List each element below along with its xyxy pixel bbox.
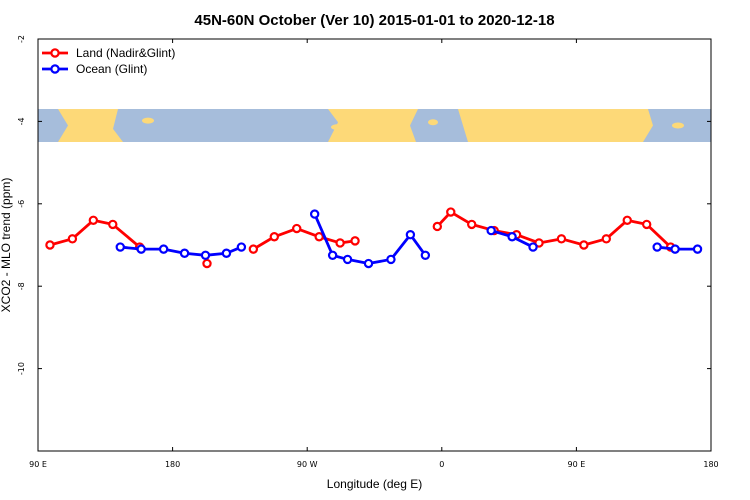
data-point bbox=[386, 254, 396, 265]
map-ocean-region bbox=[38, 109, 68, 142]
data-point bbox=[335, 238, 345, 248]
map-ocean-region bbox=[410, 109, 468, 142]
data-point bbox=[641, 219, 652, 230]
data-point bbox=[221, 248, 232, 258]
series-layer bbox=[45, 207, 703, 269]
data-point bbox=[236, 242, 247, 252]
y-tick-label: -4 bbox=[17, 117, 26, 125]
data-point bbox=[108, 219, 118, 230]
data-point bbox=[446, 207, 456, 217]
data-point bbox=[248, 244, 259, 254]
data-point bbox=[652, 242, 662, 252]
y-tick-label: -8 bbox=[17, 282, 26, 290]
plot-frame bbox=[37, 38, 712, 452]
x-tick-label: 180 bbox=[165, 460, 180, 469]
y-axis-ticks: -2 -4 -6 -8 -10 bbox=[17, 35, 711, 375]
data-point bbox=[622, 215, 632, 225]
chart-title: 45N-60N October (Ver 10) 2015-01-01 to 2… bbox=[194, 12, 554, 29]
data-point bbox=[507, 232, 517, 242]
data-point bbox=[534, 238, 544, 248]
legend-item-land: Land (Nadir&Glint) bbox=[42, 46, 175, 60]
legend-label-land: Land (Nadir&Glint) bbox=[76, 46, 175, 60]
x-tick-label: 90 E bbox=[29, 460, 47, 469]
legend-label-ocean: Ocean (Glint) bbox=[76, 62, 147, 76]
data-point bbox=[309, 209, 320, 219]
legend: Land (Nadir&Glint) Ocean (Glint) bbox=[42, 46, 175, 76]
map-land-patch bbox=[428, 119, 438, 126]
data-point bbox=[692, 244, 703, 254]
map-ocean-region bbox=[113, 109, 338, 142]
data-point bbox=[179, 248, 190, 258]
x-axis-ticks: 90 E 180 90 W 0 90 E 180 bbox=[29, 39, 719, 469]
map-land-patch bbox=[672, 122, 684, 129]
series-line bbox=[436, 210, 672, 249]
data-point bbox=[486, 225, 496, 236]
data-point bbox=[327, 250, 338, 260]
y-tick-label: -10 bbox=[17, 362, 26, 375]
data-point bbox=[420, 250, 431, 260]
x-tick-label: 90 E bbox=[568, 460, 586, 469]
data-point bbox=[432, 221, 443, 232]
data-point bbox=[292, 223, 302, 234]
data-point bbox=[601, 234, 612, 244]
data-point bbox=[528, 242, 538, 252]
data-point bbox=[202, 258, 212, 269]
data-point bbox=[200, 250, 211, 260]
data-point bbox=[350, 236, 360, 246]
data-point bbox=[45, 240, 55, 250]
data-point bbox=[67, 234, 78, 244]
series-ocean bbox=[115, 209, 703, 269]
x-tick-label: 180 bbox=[703, 460, 718, 469]
data-point bbox=[342, 254, 353, 265]
data-point bbox=[579, 240, 589, 250]
y-tick-label: -6 bbox=[17, 200, 26, 208]
map-land-patch bbox=[142, 117, 154, 124]
x-axis-label: Longitude (deg E) bbox=[327, 477, 422, 491]
y-tick-label: -2 bbox=[17, 35, 26, 43]
data-point bbox=[467, 219, 477, 230]
data-point bbox=[363, 258, 374, 269]
x-tick-label: 90 W bbox=[297, 460, 318, 469]
y-axis-label: XCO2 - MLO trend (ppm) bbox=[0, 178, 13, 313]
series-land bbox=[45, 207, 676, 269]
legend-item-ocean: Ocean (Glint) bbox=[42, 62, 147, 76]
data-point bbox=[670, 244, 680, 254]
data-point bbox=[269, 232, 279, 242]
data-point bbox=[115, 242, 125, 252]
data-point bbox=[88, 215, 99, 225]
data-point bbox=[314, 232, 324, 242]
legend-marker-ocean bbox=[50, 64, 60, 74]
x-tick-label: 0 bbox=[439, 460, 444, 469]
data-point bbox=[158, 244, 169, 254]
map-land-patch bbox=[331, 124, 345, 131]
data-point bbox=[405, 229, 416, 240]
world-map-strip bbox=[38, 109, 711, 142]
data-point bbox=[556, 234, 567, 244]
legend-marker-land bbox=[50, 48, 60, 58]
data-point bbox=[136, 244, 146, 254]
